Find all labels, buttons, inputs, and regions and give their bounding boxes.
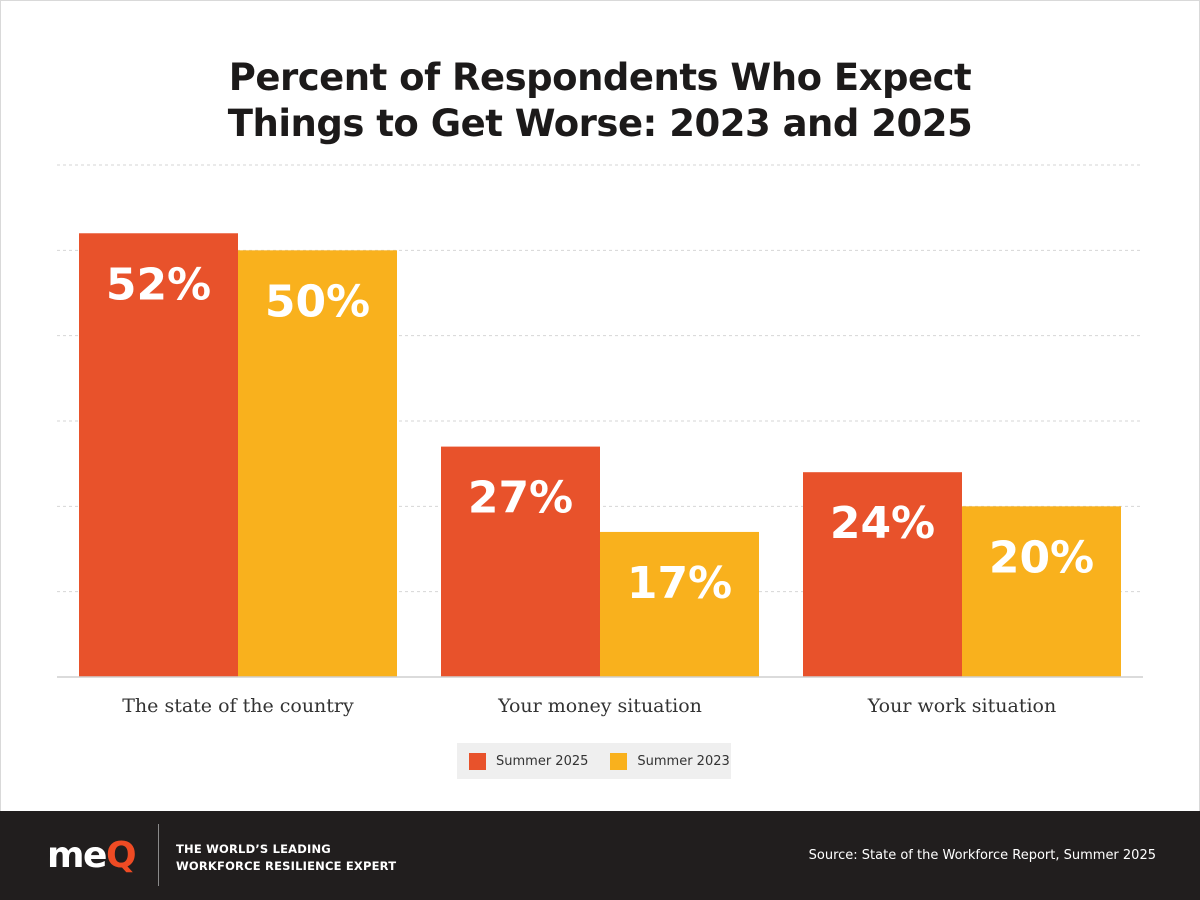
- footer-divider: [158, 824, 159, 886]
- source-note: Source: State of the Workforce Report, S…: [808, 848, 1156, 863]
- tagline-line-2: WORKFORCE RESILIENCE EXPERT: [176, 859, 397, 873]
- chart-title-line-1: Percent of Respondents Who Expect: [228, 56, 972, 99]
- bar-value-label: 17%: [627, 558, 732, 609]
- category-label: Your money situation: [497, 695, 702, 717]
- bar-value-labels: 52% 50% 27% 17% 24% 20%: [106, 259, 1094, 609]
- chart-title-line-2: Things to Get Worse: 2023 and 2025: [227, 102, 973, 145]
- bar-summer-2025-your-money-situation: [441, 446, 600, 677]
- legend-label-summer-2025: Summer 2025: [496, 753, 589, 769]
- meq-logo: meQ: [47, 835, 137, 876]
- legend-label-summer-2023: Summer 2023: [637, 753, 730, 769]
- footer-bar: meQ THE WORLD’S LEADING WORKFORCE RESILI…: [0, 811, 1200, 900]
- bar-summer-2023-the-state-of-the-country: [238, 250, 397, 678]
- bar-summer-2025-your-work-situation: [803, 472, 962, 677]
- logo-text: me: [47, 835, 107, 876]
- category-labels: The state of the country Your money situa…: [122, 695, 1056, 717]
- bar-value-label: 20%: [989, 532, 1094, 583]
- bar-summer-2023-your-work-situation: [962, 506, 1121, 677]
- chart-title: Percent of Respondents Who Expect Things…: [0, 55, 1200, 147]
- bars: [79, 233, 1121, 678]
- category-label: Your work situation: [867, 695, 1056, 717]
- bar-summer-2025-the-state-of-the-country: [79, 233, 238, 677]
- bar-value-label: 52%: [106, 259, 211, 310]
- bar-value-label: 50%: [265, 276, 370, 327]
- tagline: THE WORLD’S LEADING WORKFORCE RESILIENCE…: [176, 841, 396, 875]
- legend-swatch-summer-2025: [469, 752, 486, 770]
- tagline-line-1: THE WORLD’S LEADING: [176, 842, 331, 856]
- legend: Summer 2025 Summer 2023: [457, 743, 731, 779]
- logo-q-icon: Q: [105, 835, 137, 876]
- legend-item-summer-2025: Summer 2025: [469, 752, 589, 770]
- legend-swatch-summer-2023: [610, 752, 628, 770]
- bar-value-label: 27%: [468, 473, 573, 524]
- legend-item-summer-2023: Summer 2023: [610, 752, 730, 770]
- bar-chart: 52% 50% 27% 17% 24% 20% The state of the coun…: [57, 164, 1143, 717]
- bar-value-label: 24%: [830, 498, 935, 549]
- bar-summer-2023-your-money-situation: [600, 531, 759, 677]
- category-label: The state of the country: [122, 695, 354, 717]
